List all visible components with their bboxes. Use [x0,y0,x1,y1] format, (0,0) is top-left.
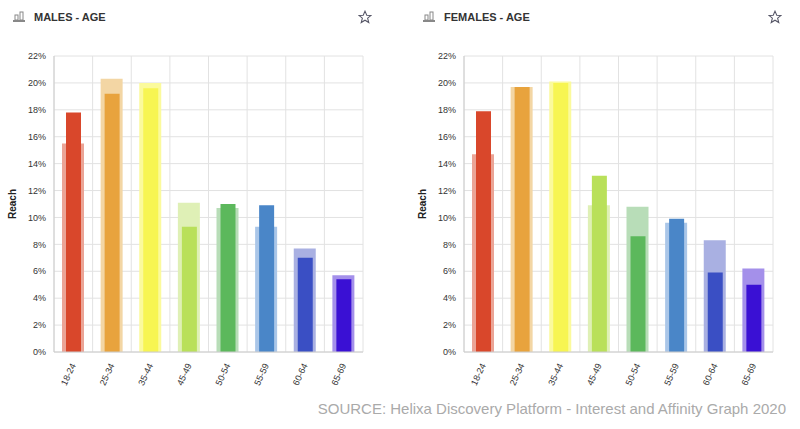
svg-text:10%: 10% [438,213,456,223]
html-text:FEMALES - AGE: FEMALES - AGE [444,11,530,23]
svg-text:18-24: 18-24 [59,362,78,387]
svg-text:65-69: 65-69 [329,362,348,387]
svg-text:12%: 12% [28,186,46,196]
svg-text:20%: 20% [28,78,46,88]
html-text:SOURCE: Helixa Discovery Platf: SOURCE: Helixa Discovery Platform - Inte… [317,400,786,417]
svg-text:18%: 18% [438,105,456,115]
svg-text:20%: 20% [438,78,456,88]
svg-text:14%: 14% [28,159,46,169]
svg-text:45-49: 45-49 [175,362,194,387]
svg-text:Reach: Reach [8,189,18,219]
svg-text:22%: 22% [28,51,46,61]
svg-text:4%: 4% [33,293,46,303]
svg-text:60-64: 60-64 [701,362,720,387]
svg-text:18-24: 18-24 [469,362,488,387]
svg-text:25-34: 25-34 [98,362,117,387]
svg-text:8%: 8% [443,240,456,250]
svg-text:65-69: 65-69 [739,362,758,387]
html-text:MALES - AGE: MALES - AGE [34,11,106,23]
svg-text:2%: 2% [443,320,456,330]
svg-text:35-44: 35-44 [546,362,565,387]
svg-text:12%: 12% [438,186,456,196]
svg-text:45-49: 45-49 [585,362,604,387]
svg-text:55-59: 55-59 [662,362,681,387]
svg-text:16%: 16% [438,132,456,142]
svg-text:14%: 14% [438,159,456,169]
svg-text:10%: 10% [28,213,46,223]
svg-text:4%: 4% [443,293,456,303]
svg-text:50-54: 50-54 [624,362,643,387]
svg-text:2%: 2% [33,320,46,330]
svg-text:25-34: 25-34 [508,362,527,387]
svg-text:35-44: 35-44 [136,362,155,387]
svg-text:16%: 16% [28,132,46,142]
svg-text:55-59: 55-59 [252,362,271,387]
svg-text:0%: 0% [443,347,456,357]
svg-text:60-64: 60-64 [291,362,310,387]
svg-text:50-54: 50-54 [214,362,233,387]
svg-text:22%: 22% [438,51,456,61]
svg-text:6%: 6% [443,266,456,276]
svg-text:0%: 0% [33,347,46,357]
svg-text:6%: 6% [33,266,46,276]
svg-text:Reach: Reach [417,189,428,219]
svg-text:8%: 8% [33,240,46,250]
svg-text:18%: 18% [28,105,46,115]
